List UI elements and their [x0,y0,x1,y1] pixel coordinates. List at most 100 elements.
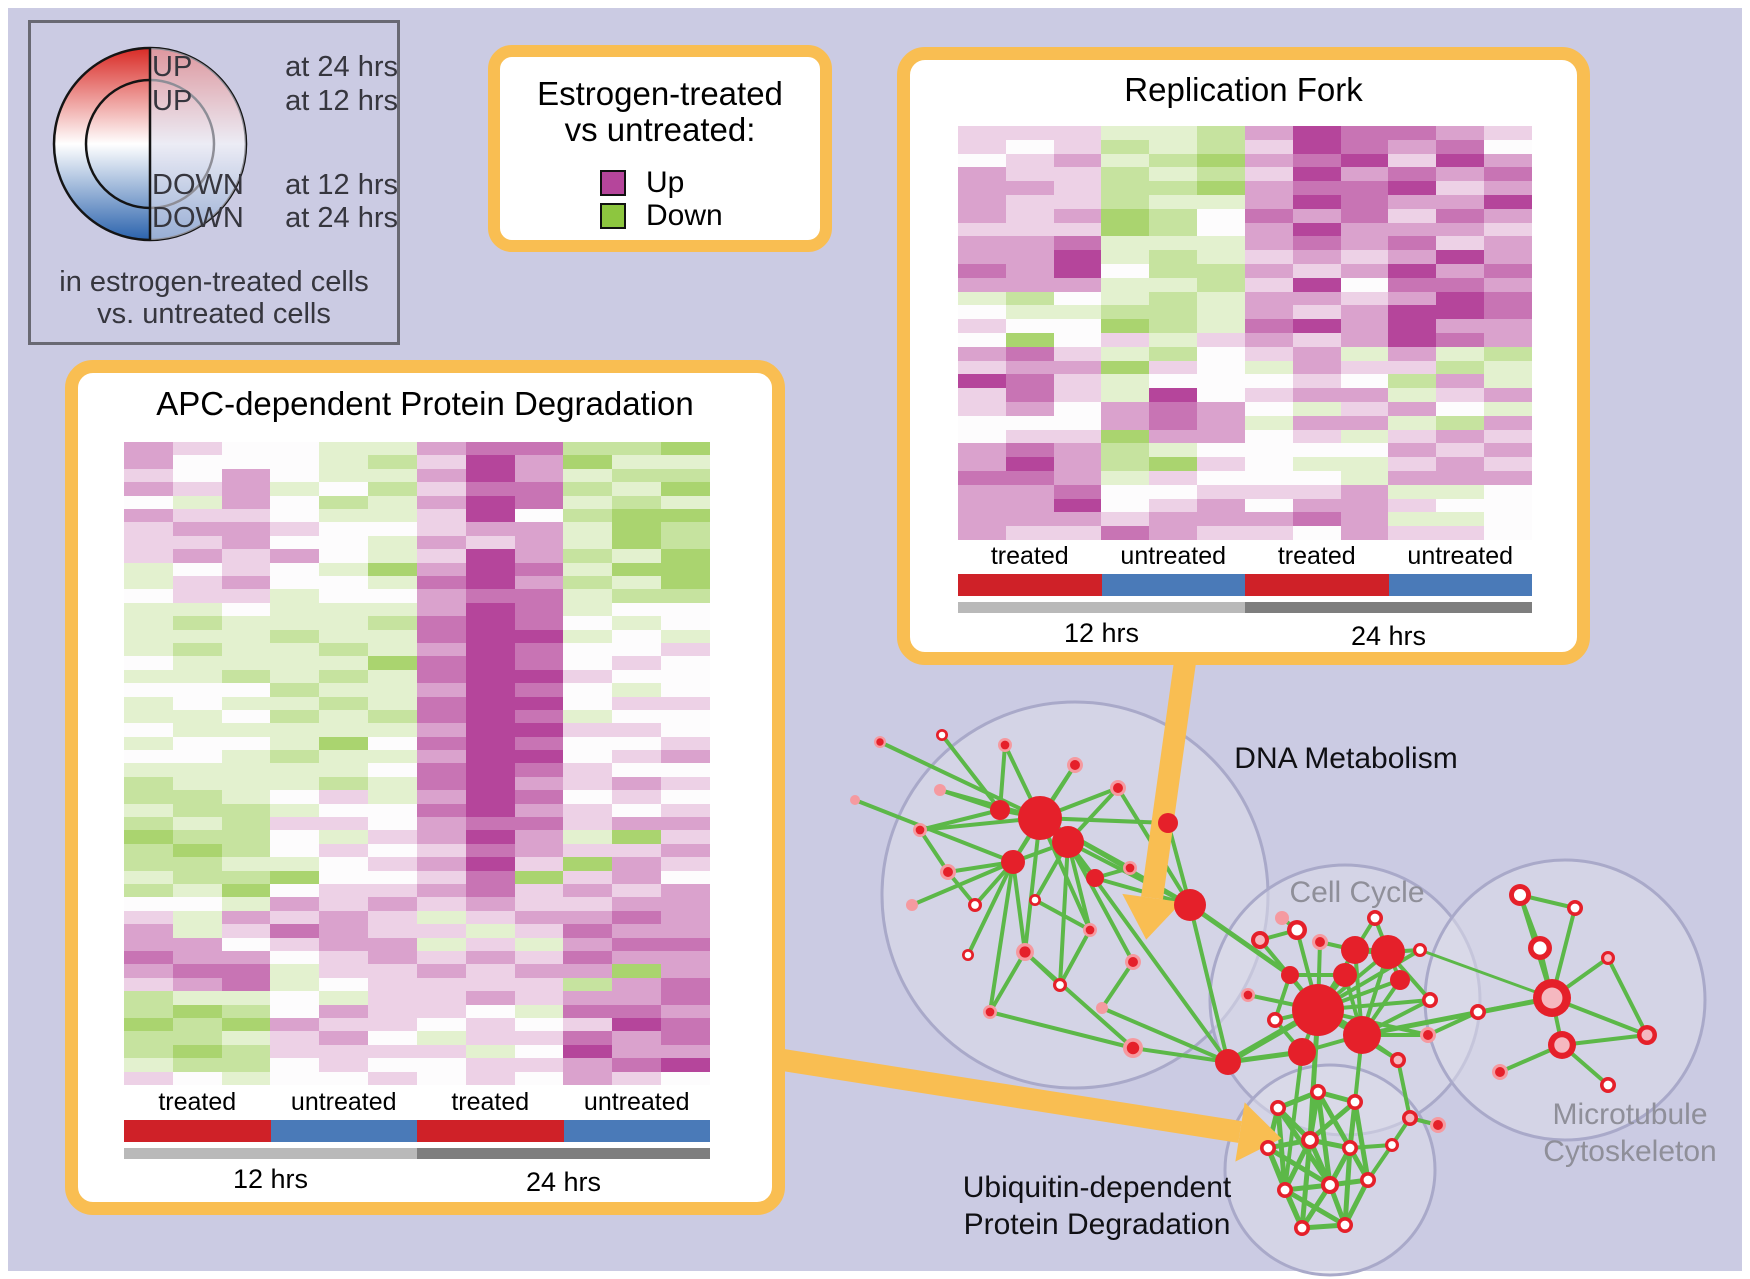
heatmap-cell [563,857,613,871]
heatmap-cell [416,817,466,831]
heatmap-cell [958,374,1006,389]
heatmap-cell [124,750,173,764]
heatmap-cell [958,181,1006,195]
heatmap-cell [319,1018,369,1032]
heatmap-cell [1292,236,1341,251]
heatmap-cell [465,482,515,496]
heatmap-cell [1197,484,1245,499]
heatmap-cell [1436,126,1485,140]
heatmap-cell [1340,181,1389,195]
heatmap-cell [172,1031,222,1045]
heatmap-cell [368,897,417,911]
heatmap-cell [221,857,271,871]
heatmap-cell [958,512,1006,527]
heatmap-cell [958,195,1006,209]
heatmap-cell [514,924,564,938]
heatmap-cell [1484,429,1532,444]
heatmap-cell [563,1004,613,1019]
heatmap-cell [661,642,710,657]
heatmap-cell [661,776,710,791]
heatmap-cell [1197,360,1245,375]
heatmap-cell [172,508,222,523]
heatmap-cell [1292,126,1341,140]
heatmap-cell [1053,139,1102,154]
heatmap-cell [172,1018,222,1032]
heatmap-cell [124,964,173,978]
heatmap-cell [1292,402,1341,416]
heatmap-cell [1197,388,1245,402]
heatmap-cell [465,696,515,710]
heatmap-cell [514,616,564,630]
heatmap-cell [1101,346,1150,361]
heatmap-cell [1005,512,1054,527]
heatmap-cell [172,495,222,509]
heatmap-cell [319,843,369,858]
heatmap-cell [416,575,466,590]
heatmap-cell [465,629,515,643]
heatmap-cell [1340,195,1389,209]
heatmap-cell [1101,319,1150,333]
heatmap-cell [416,790,466,804]
heatmap-cell [172,910,222,925]
heatmap-cell [124,455,173,469]
heatmap-cell [270,656,320,670]
legend-up-12-word: UP [152,85,193,117]
heatmap-cell [270,508,320,523]
heatmap-cell [270,1058,320,1072]
heatmap-cell [1340,512,1389,527]
heatmap-cell [1484,222,1532,237]
heatmap-cell [1005,319,1054,333]
heatmap-cell [1484,443,1532,458]
heatmap-cell [563,522,613,536]
heatmap-cell [172,830,222,844]
heatmap-cell [1197,402,1245,416]
heatmap-cell [1388,346,1437,361]
heatmap-cell [563,616,613,630]
heatmap-cell [514,696,564,710]
heatmap-cell [1101,291,1150,306]
heatmap-cell [1149,167,1198,182]
heatmap-cell [1340,167,1389,182]
heatmap-cell [368,924,417,938]
heatmap-cell [612,495,662,509]
heatmap-cell [1197,346,1245,361]
heatmap-cell [514,817,564,831]
heatmap-cell [465,1071,515,1085]
time-label-12hrs: 12 hrs [1063,618,1140,648]
cluster-label-dna-metabolism: DNA Metabolism [1234,742,1458,775]
apc-degradation-panel: APC-dependent Protein Degradation treate… [65,360,785,1215]
heatmap-cell [172,736,222,751]
heatmap-cell [612,830,662,844]
heatmap-cell [563,442,613,456]
heatmap-cell [124,924,173,938]
heatmap-cell [465,857,515,871]
heatmap-cell [1005,277,1054,292]
heatmap-cell [172,1004,222,1019]
heatmap-cell [1340,498,1389,513]
heatmap-cell [172,442,222,456]
heatmap-cell [416,656,466,670]
heatmap-cell [1388,443,1437,458]
heatmap-cell [221,562,271,576]
heatmap-cell [1340,208,1389,223]
heatmap-cell [1053,277,1102,292]
heatmap-cell [563,763,613,777]
heatmap-cell [319,508,369,523]
heatmap-cell [1053,236,1102,251]
heatmap-cell [172,977,222,992]
heatmap-cell [661,629,710,643]
heatmap-cell [1244,277,1293,292]
heatmap-cell [958,346,1006,361]
heatmap-cell [319,696,369,710]
heatmap-cell [514,1031,564,1045]
heatmap-cell [1436,526,1485,540]
time-bar-segment [958,602,1245,613]
heatmap-cell [1149,415,1198,430]
heatmap-cell [1149,360,1198,375]
heatmap-cell [416,736,466,751]
heatmap-cell [1149,471,1198,485]
time-label-12hrs: 12 hrs [232,1164,309,1194]
heatmap-cell [221,924,271,938]
heatmap-cell [221,790,271,804]
heatmap-cell [661,1004,710,1019]
